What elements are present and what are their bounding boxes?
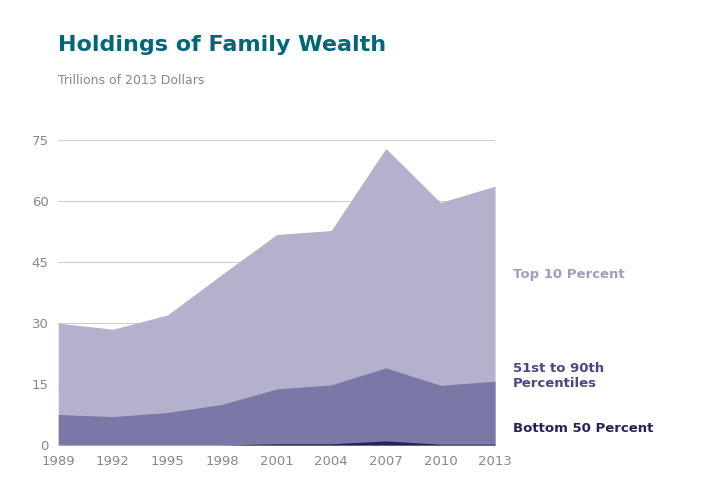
Text: Top 10 Percent: Top 10 Percent: [513, 268, 625, 281]
Text: Holdings of Family Wealth: Holdings of Family Wealth: [58, 34, 387, 54]
Text: 51st to 90th
Percentiles: 51st to 90th Percentiles: [513, 362, 604, 390]
Text: Trillions of 2013 Dollars: Trillions of 2013 Dollars: [58, 74, 205, 88]
Text: Bottom 50 Percent: Bottom 50 Percent: [513, 422, 654, 435]
